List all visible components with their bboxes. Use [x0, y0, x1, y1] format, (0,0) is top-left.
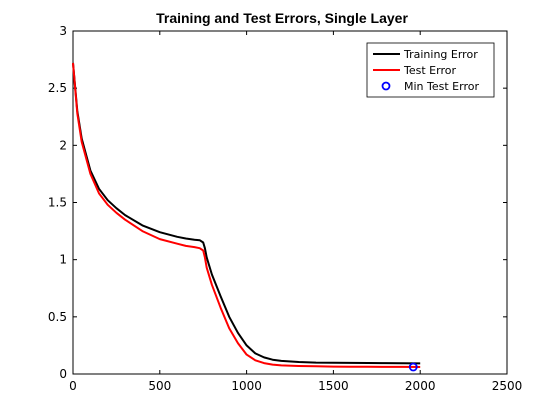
legend-swatch-min-test-error [381, 81, 391, 91]
y-tick-label: 1.5 [48, 196, 67, 210]
legend-label-training-error: Training Error [403, 48, 478, 61]
min-test-error-marker [408, 362, 418, 372]
x-tick-label: 1500 [318, 379, 349, 393]
y-tick-label: 2.5 [48, 81, 67, 95]
y-tick-label: 0.5 [48, 310, 67, 324]
y-tick-label: 1 [59, 253, 67, 267]
y-tick-label: 3 [59, 24, 67, 38]
legend-label-min-test-error: Min Test Error [404, 80, 479, 93]
x-tick-label: 2000 [405, 379, 436, 393]
y-tick-label: 0 [59, 367, 67, 381]
training-error-line [72, 62, 421, 365]
x-tick-label: 0 [69, 379, 77, 393]
x-tick-label: 500 [148, 379, 171, 393]
x-tick-label: 2500 [492, 379, 523, 393]
legend-label-test-error: Test Error [403, 64, 456, 77]
test-error-line [72, 62, 421, 368]
y-tick-label: 2 [59, 138, 67, 152]
chart-title: Training and Test Errors, Single Layer [156, 10, 408, 26]
x-tick-label: 1000 [231, 379, 262, 393]
